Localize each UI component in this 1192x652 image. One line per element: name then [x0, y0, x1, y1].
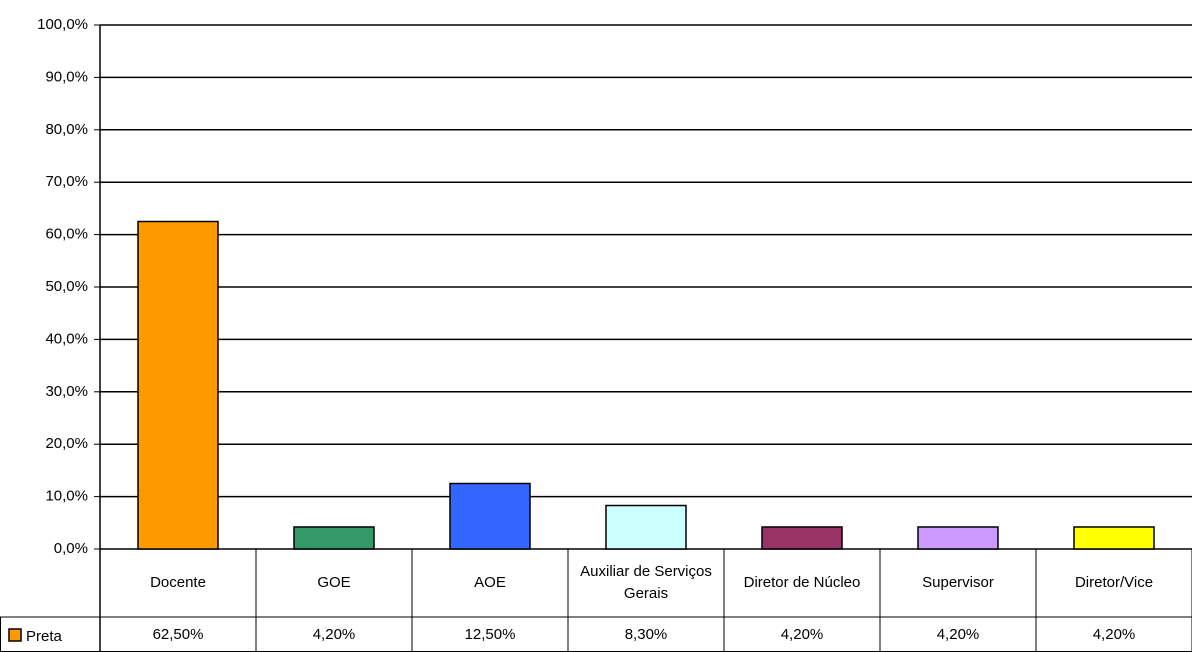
bar	[293, 526, 375, 550]
x-tick-label: Docente	[150, 574, 206, 592]
y-tick-label: 100,0%	[37, 16, 88, 33]
y-tick-label: 10,0%	[45, 488, 88, 505]
bar	[449, 482, 531, 550]
bar	[137, 220, 219, 550]
y-tick-label: 70,0%	[45, 173, 88, 190]
x-tick-label: Diretor de Núcleo	[743, 574, 861, 592]
x-tick-label: Diretor/Vice	[1074, 574, 1154, 592]
data-table-value: 4,20%	[1092, 625, 1136, 643]
bar	[605, 504, 687, 550]
y-tick-label: 30,0%	[45, 383, 88, 400]
x-tick-label: AOE	[474, 574, 506, 592]
y-tick-label: 60,0%	[45, 226, 88, 243]
data-table-value: 8,30%	[624, 625, 668, 643]
y-tick-label: 80,0%	[45, 121, 88, 138]
y-tick-label: 90,0%	[45, 68, 88, 85]
data-table-value: 4,20%	[312, 625, 356, 643]
x-tick-label: Auxiliar de Serviços Gerais	[580, 563, 712, 602]
y-tick-label: 50,0%	[45, 278, 88, 295]
bar	[761, 526, 843, 550]
bar	[917, 526, 999, 550]
data-table-value: 12,50%	[464, 625, 516, 643]
y-tick-label: 0,0%	[54, 540, 88, 557]
data-table-value: 4,20%	[780, 625, 824, 643]
y-tick-label: 40,0%	[45, 330, 88, 347]
x-tick-label: Supervisor	[922, 574, 994, 592]
legend-label: Preta	[26, 628, 63, 645]
x-tick-label: GOE	[317, 574, 351, 592]
bar	[1073, 526, 1155, 550]
data-table-value: 62,50%	[152, 625, 204, 643]
y-tick-label: 20,0%	[45, 435, 88, 452]
legend-key	[8, 628, 22, 642]
data-table-value: 4,20%	[936, 625, 980, 643]
